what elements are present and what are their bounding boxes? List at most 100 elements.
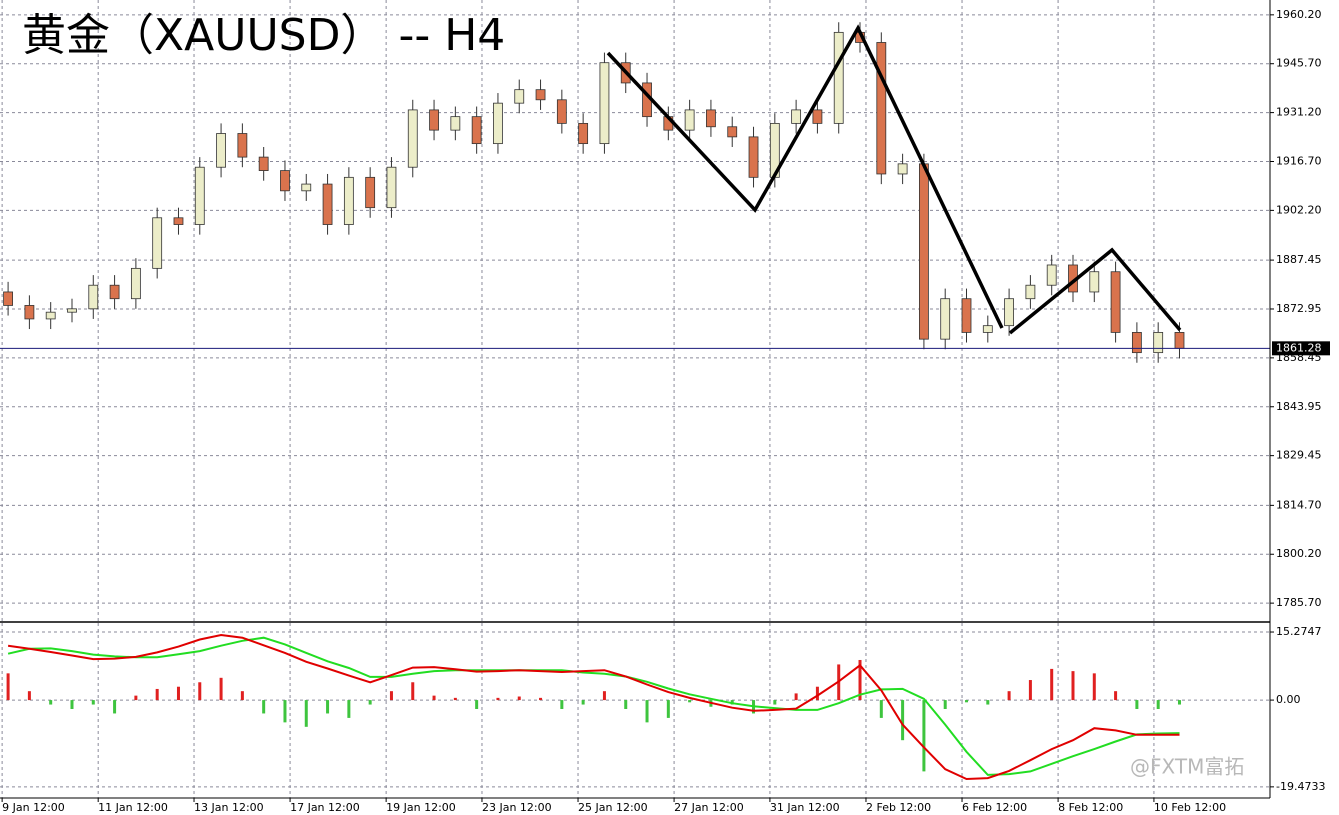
macd-line	[7, 633, 1180, 781]
signal-line	[7, 636, 1180, 776]
candle-body	[748, 136, 759, 178]
watermark: @FXTM富拓	[1130, 755, 1244, 779]
y-tick-label: 1800.20	[1276, 547, 1322, 560]
histogram-bar	[113, 700, 117, 714]
candle-body	[599, 62, 610, 145]
x-tick-label: 31 Jan 12:00	[770, 801, 840, 814]
histogram-bar	[1071, 671, 1075, 701]
candle-body	[216, 133, 226, 168]
histogram-bar	[496, 697, 500, 701]
candle-body	[535, 89, 546, 101]
histogram-bar	[794, 693, 798, 701]
histogram-bar	[134, 695, 138, 701]
mark-layer	[0, 22, 1270, 781]
y-tick-label: 1872.95	[1276, 302, 1322, 315]
x-tick-label: 11 Jan 12:00	[98, 801, 168, 814]
histogram-bar	[901, 700, 905, 741]
trend-line	[1008, 247, 1182, 335]
histogram-bar	[624, 700, 628, 709]
x-tick-label: 19 Jan 12:00	[386, 801, 456, 814]
histogram-bar	[155, 688, 159, 701]
histogram-bar	[965, 700, 969, 703]
histogram-bar	[986, 700, 990, 705]
y-tick-label: 1945.70	[1276, 57, 1322, 70]
x-tick-label: 9 Jan 12:00	[2, 801, 65, 814]
candle-body	[3, 291, 13, 306]
histogram-bar	[922, 700, 926, 772]
candle-body	[833, 31, 844, 124]
y-tick-label: 1829.45	[1276, 449, 1322, 462]
candle-body	[173, 217, 184, 225]
trend-line	[606, 24, 1004, 329]
candle-body	[1131, 332, 1142, 354]
candle-body	[897, 163, 908, 175]
histogram-bar	[198, 682, 202, 701]
candle-body	[1004, 298, 1014, 327]
histogram-bar	[347, 700, 351, 718]
histogram-bar	[262, 700, 266, 714]
y-tick-label: 1960.20	[1276, 8, 1322, 21]
x-tick-label: 8 Feb 12:00	[1058, 801, 1123, 814]
histogram-bar	[815, 686, 819, 701]
histogram-bar	[1114, 691, 1118, 701]
candle-body	[493, 102, 503, 145]
y-tick-label: 1887.45	[1276, 253, 1322, 266]
candle-body	[301, 183, 312, 192]
candle-body	[429, 109, 439, 131]
histogram-bar	[411, 682, 415, 701]
candle-body	[67, 308, 77, 313]
histogram-bar	[1135, 700, 1139, 709]
x-tick-label: 6 Feb 12:00	[962, 801, 1027, 814]
histogram-bar	[283, 700, 287, 723]
x-tick-label: 17 Jan 12:00	[290, 801, 360, 814]
histogram-bar	[91, 700, 95, 705]
candle-body	[812, 109, 823, 124]
candle-body	[365, 176, 376, 209]
candle-body	[130, 267, 141, 300]
candle-body	[940, 298, 951, 340]
histogram-bar	[879, 700, 883, 718]
x-tick-label: 2 Feb 12:00	[866, 801, 931, 814]
y-tick-label: 1785.70	[1276, 596, 1322, 609]
candle-body	[152, 217, 163, 269]
histogram-bar	[602, 691, 606, 701]
candle-body	[109, 284, 120, 300]
candle-body	[343, 176, 354, 225]
candle-body	[24, 305, 35, 320]
histogram-bar	[240, 691, 244, 701]
histogram-bar	[666, 700, 670, 718]
histogram-bar	[6, 673, 10, 701]
candle-body	[578, 122, 589, 145]
histogram-bar	[581, 700, 585, 705]
x-tick-label: 23 Jan 12:00	[482, 801, 552, 814]
y-tick-label: 1843.95	[1276, 400, 1322, 413]
histogram-bar	[70, 700, 74, 709]
histogram-bar	[219, 677, 223, 701]
y-tick-label: -19.4733	[1276, 780, 1325, 793]
current-price-box	[1272, 341, 1330, 356]
candle-body	[982, 325, 993, 333]
histogram-bar	[1028, 680, 1032, 701]
histogram-bar	[326, 700, 330, 714]
y-tick-label: 1931.20	[1276, 106, 1322, 119]
grid-layer	[0, 0, 1270, 798]
histogram-bar	[1092, 673, 1096, 701]
candle-body	[1174, 332, 1185, 349]
candle-body	[706, 109, 716, 128]
histogram-bar	[688, 700, 692, 703]
histogram-bar	[389, 691, 393, 701]
histogram-bar	[304, 700, 308, 727]
histogram-bar	[943, 700, 947, 709]
candle-body	[237, 133, 248, 158]
candle-body	[556, 99, 567, 124]
y-tick-label: 15.2747	[1276, 625, 1322, 638]
candle-body	[407, 109, 418, 168]
candle-body	[322, 183, 333, 225]
y-tick-label: 0.00	[1276, 693, 1301, 706]
candle-body	[386, 166, 397, 209]
histogram-bar	[475, 700, 479, 709]
candle-body	[684, 109, 695, 131]
x-tick-label: 10 Feb 12:00	[1154, 801, 1226, 814]
histogram-bar	[539, 697, 543, 701]
